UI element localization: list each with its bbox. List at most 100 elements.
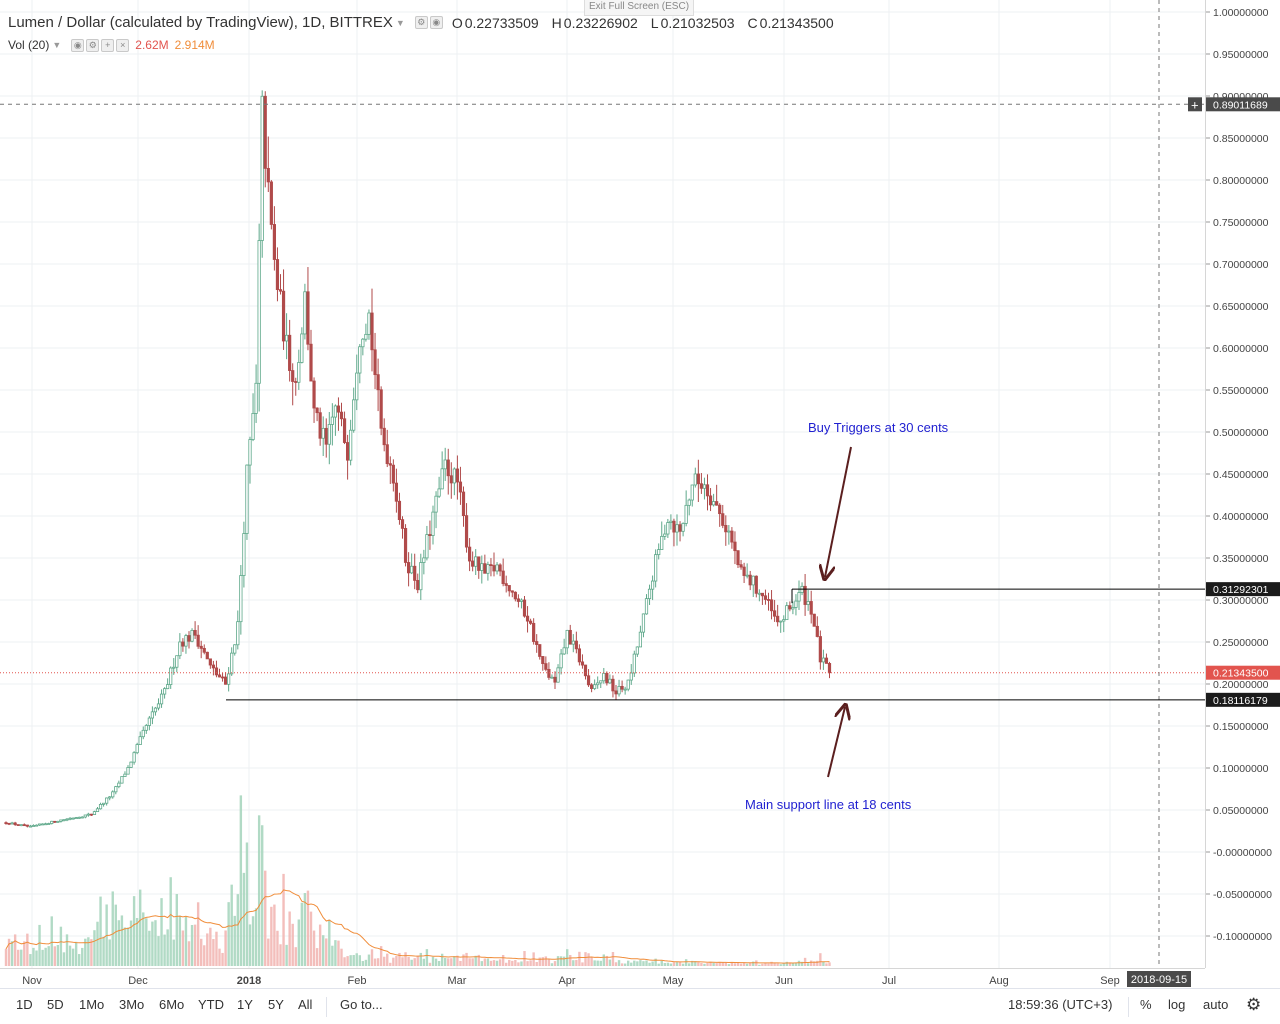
legend-buttons: ⚙ ◉ bbox=[414, 16, 443, 29]
volume-bar bbox=[724, 962, 727, 966]
candle-body bbox=[818, 636, 822, 663]
goto-button[interactable]: Go to... bbox=[340, 997, 383, 1012]
price-tick-label: -0.00000000 bbox=[1213, 847, 1272, 859]
interval-all-button[interactable]: All bbox=[298, 997, 313, 1012]
candle-body bbox=[678, 524, 682, 532]
volume-bar bbox=[4, 948, 8, 966]
support-annotation[interactable]: Main support line at 18 cents bbox=[745, 797, 912, 812]
candle-body bbox=[233, 644, 237, 654]
volume-bars bbox=[4, 795, 831, 966]
format-icon[interactable]: ⚙ bbox=[86, 38, 100, 52]
volume-bar bbox=[297, 919, 300, 966]
log-toggle[interactable]: log bbox=[1168, 997, 1186, 1012]
interval-1mo-button[interactable]: 1Mo bbox=[79, 997, 105, 1012]
price-tick-label: 0.65000000 bbox=[1213, 301, 1269, 313]
volume-bar bbox=[78, 954, 81, 966]
candle-body bbox=[217, 674, 222, 678]
candle-body bbox=[504, 583, 508, 586]
volume-bar bbox=[160, 898, 163, 966]
volume-bar bbox=[697, 962, 700, 966]
candle-body bbox=[477, 556, 481, 571]
buy-trigger-arrow[interactable] bbox=[825, 446, 852, 577]
format-icon[interactable]: ⚙ bbox=[414, 16, 428, 29]
volume-bar bbox=[718, 962, 721, 966]
candle-body bbox=[230, 652, 234, 675]
volume-bar bbox=[111, 891, 114, 966]
candle-body bbox=[568, 629, 572, 645]
candle-body bbox=[788, 605, 792, 610]
candle-body bbox=[242, 533, 246, 576]
chart-pane[interactable]: Buy Triggers at 30 cents Main support lin… bbox=[0, 0, 1205, 968]
bottom-toolbar: 1D 5D 1Mo 3Mo 6Mo YTD 1Y 5Y All Go to...… bbox=[0, 988, 1280, 1024]
auto-toggle[interactable]: auto bbox=[1203, 997, 1229, 1012]
price-scale[interactable]: 1.00000000 0.95000000 0.90000000 0.85000000… bbox=[1205, 0, 1280, 968]
price-tick-label: 0.70000000 bbox=[1213, 259, 1269, 271]
eye-icon[interactable]: ◉ bbox=[71, 38, 85, 52]
interval-5y-button[interactable]: 5Y bbox=[268, 997, 284, 1012]
resistance-price-label-bg bbox=[1206, 582, 1280, 597]
volume-bar bbox=[709, 961, 712, 966]
crosshair-plus-button[interactable] bbox=[1188, 97, 1202, 112]
percent-toggle[interactable]: % bbox=[1140, 997, 1152, 1012]
exit-fullscreen-button[interactable]: Exit Full Screen (ESC) bbox=[584, 0, 695, 16]
volume-bar bbox=[440, 953, 444, 966]
volume-bar bbox=[431, 956, 435, 966]
buy-trigger-annotation[interactable]: Buy Triggers at 30 cents bbox=[808, 420, 949, 435]
volume-bar bbox=[559, 956, 563, 966]
interval-5d-button[interactable]: 5D bbox=[47, 997, 64, 1012]
volume-label[interactable]: Vol (20) bbox=[8, 38, 50, 52]
support-arrow[interactable] bbox=[827, 707, 845, 778]
volume-bar bbox=[587, 953, 590, 966]
candle-body bbox=[178, 641, 182, 657]
volume-bar bbox=[132, 896, 136, 966]
chevron-down-icon[interactable]: ▼ bbox=[395, 17, 405, 28]
volume-bar bbox=[739, 963, 743, 966]
price-tick-label: 1.00000000 bbox=[1213, 7, 1269, 19]
volume-bar bbox=[291, 923, 294, 966]
time-scale[interactable]: Nov Dec 2018 Feb Mar Apr May Jun Jul Aug Sep 2018-0… bbox=[0, 968, 1205, 988]
plus-icon[interactable]: + bbox=[101, 38, 115, 52]
candle-body bbox=[324, 427, 328, 445]
interval-1y-button[interactable]: 1Y bbox=[237, 997, 253, 1012]
volume-bar bbox=[614, 962, 618, 966]
volume-bar bbox=[645, 960, 648, 966]
candles bbox=[4, 90, 832, 828]
plus-icon[interactable]: + bbox=[1191, 97, 1199, 112]
price-scale-axis[interactable]: 1.000000000.950000000.900000000.85000000… bbox=[1206, 0, 1280, 968]
candle-body bbox=[614, 690, 618, 695]
close-icon[interactable]: × bbox=[116, 38, 130, 52]
candle-body bbox=[532, 622, 536, 642]
volume-bar bbox=[306, 890, 310, 966]
volume-bar bbox=[800, 961, 804, 966]
interval-ytd-button[interactable]: YTD bbox=[198, 997, 224, 1012]
candle-body bbox=[385, 444, 389, 465]
volume-bar bbox=[175, 894, 178, 966]
candle-body bbox=[150, 711, 154, 719]
volume-bar bbox=[648, 962, 651, 966]
candle-body bbox=[333, 405, 338, 418]
volume-ma-line bbox=[5, 889, 830, 964]
candle-body bbox=[647, 588, 652, 600]
volume-bar bbox=[602, 954, 605, 966]
gear-icon[interactable]: ⚙ bbox=[1246, 995, 1262, 1014]
candle-body bbox=[114, 786, 118, 793]
eye-icon[interactable]: ◉ bbox=[429, 16, 443, 29]
candle-body bbox=[769, 599, 774, 612]
time-axis[interactable]: Nov Dec 2018 Feb Mar Apr May Jun Jul Aug Sep 2018-0… bbox=[0, 969, 1205, 989]
volume-bar bbox=[450, 958, 453, 966]
volume-bar bbox=[547, 959, 551, 966]
time-tick-label: Apr bbox=[558, 975, 575, 987]
interval-3mo-button[interactable]: 3Mo bbox=[119, 997, 145, 1012]
chevron-down-icon[interactable]: ▼ bbox=[52, 40, 62, 50]
clock[interactable]: 18:59:36 (UTC+3) bbox=[1008, 997, 1113, 1012]
symbol-title[interactable]: Lumen / Dollar (calculated by TradingVie… bbox=[8, 14, 393, 31]
candle-body bbox=[297, 362, 301, 383]
volume-bar bbox=[102, 936, 105, 966]
interval-1d-button[interactable]: 1D bbox=[16, 997, 33, 1012]
volume-bar bbox=[489, 960, 493, 966]
time-tick-label: Feb bbox=[348, 975, 367, 987]
interval-6mo-button[interactable]: 6Mo bbox=[159, 997, 185, 1012]
candle-body bbox=[31, 825, 36, 827]
price-chart[interactable]: Buy Triggers at 30 cents Main support lin… bbox=[0, 0, 1205, 968]
volume-bar bbox=[196, 902, 200, 966]
